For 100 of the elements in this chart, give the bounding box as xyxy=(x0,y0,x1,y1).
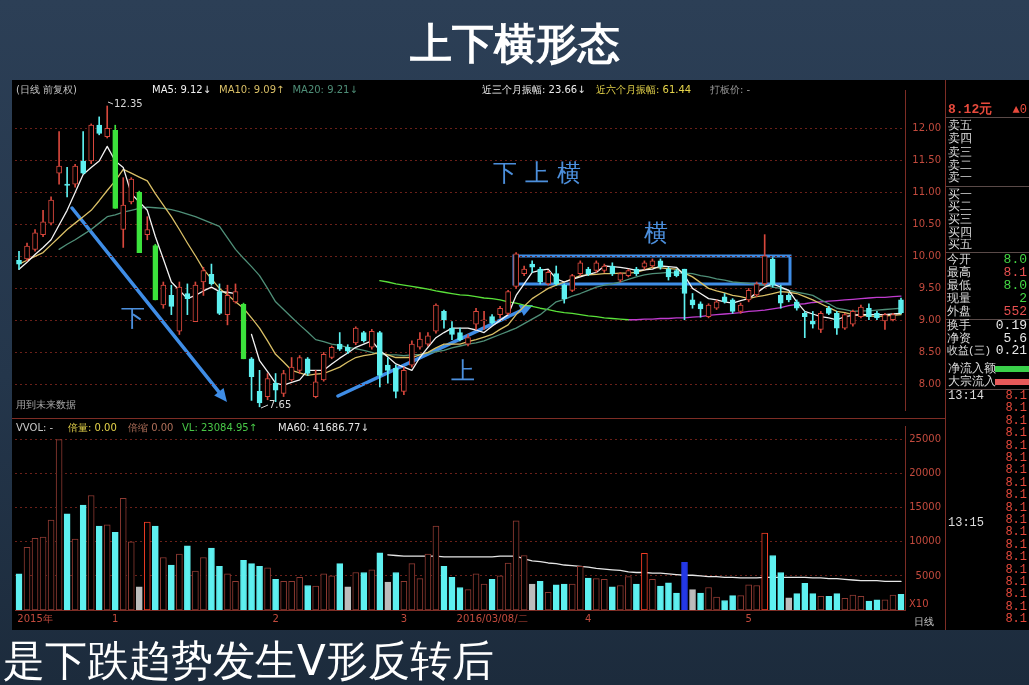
text: 今开 xyxy=(947,253,971,267)
text: 2 xyxy=(1019,291,1027,306)
text: 8.1 xyxy=(1005,488,1027,503)
x-tick-label: 3 xyxy=(400,612,408,624)
text: 收益(三) xyxy=(947,344,991,358)
annotation: 打板价: - xyxy=(709,83,751,95)
candlestick xyxy=(144,216,151,241)
text: 8.1 xyxy=(1005,451,1027,465)
candlestick xyxy=(481,311,487,330)
text: X10 xyxy=(909,597,929,609)
y-tick-label: 10.50 xyxy=(912,217,941,229)
bar xyxy=(809,593,817,610)
x-tick-label: 2015年 xyxy=(17,612,53,624)
bar xyxy=(785,597,793,610)
bar xyxy=(552,584,560,610)
text: 卖五 xyxy=(948,119,972,133)
bar xyxy=(216,566,223,610)
text: 8.1 xyxy=(1005,550,1027,565)
bar xyxy=(633,583,640,610)
text: 8.0 xyxy=(1003,278,1027,293)
bar xyxy=(584,577,592,610)
annotation: VVOL: - xyxy=(16,421,54,433)
annotation: 下 xyxy=(121,304,145,333)
text: 13:14 xyxy=(948,389,985,403)
chart-title: 上下横形态 xyxy=(408,18,621,70)
text: 8.1 xyxy=(1005,612,1027,627)
annotation: 倍量: 0.00 xyxy=(68,421,117,433)
bar xyxy=(135,586,143,610)
text: 8.1 xyxy=(1005,562,1027,577)
text: 买一 xyxy=(948,188,972,202)
text: MA20: 9.21↓ xyxy=(292,83,358,95)
y-tick-label: 11.50 xyxy=(912,153,941,165)
text: 是下跌趋势发生V形反转后 xyxy=(3,636,494,685)
bar xyxy=(111,531,119,610)
annotation: 12.35 xyxy=(114,97,143,109)
annotation: VL: 23084.95↑ xyxy=(182,421,258,433)
x-tick-label: 2016/03/08/二 xyxy=(456,612,528,624)
text: 0.19 xyxy=(995,318,1027,333)
annotation: 横 xyxy=(644,219,668,248)
text: 买四 xyxy=(948,226,972,240)
text: ▲0 xyxy=(1012,103,1027,117)
bar xyxy=(184,545,191,610)
annotation: 下 上 横 xyxy=(493,159,581,188)
bar xyxy=(609,586,616,610)
text: 8.1 xyxy=(1005,401,1027,416)
bar xyxy=(560,583,568,610)
bar xyxy=(793,593,801,610)
bar xyxy=(729,595,736,610)
candlestick xyxy=(385,357,391,384)
text: 卖二 xyxy=(948,159,972,173)
x-tick-label: 4 xyxy=(585,612,592,624)
bar xyxy=(272,579,279,610)
text: 8.1 xyxy=(1005,575,1027,589)
text: 卖四 xyxy=(948,132,972,146)
text: 买二 xyxy=(948,200,972,214)
text: 净流入额 xyxy=(948,362,996,376)
annotation: 7.65 xyxy=(269,398,292,410)
bar xyxy=(665,582,672,610)
y-tick-label: 12.00 xyxy=(912,121,941,133)
text: 8.1 xyxy=(1005,537,1027,552)
y-tick-label: 15000 xyxy=(909,501,941,513)
annotation: 上 xyxy=(451,357,475,386)
text: 8.1 xyxy=(1005,438,1027,453)
text: 8.1 xyxy=(1005,587,1027,602)
text: 日线 xyxy=(914,615,934,627)
text: 买五 xyxy=(948,238,972,252)
bar xyxy=(168,564,175,610)
bar xyxy=(344,586,352,610)
bar xyxy=(336,563,344,610)
text: 8.1 xyxy=(1005,463,1027,478)
bar xyxy=(208,547,215,610)
annotation: 近六个月振幅: 61.44 xyxy=(596,83,692,95)
text: 8.1 xyxy=(1003,265,1027,280)
text: 8.1 xyxy=(1005,475,1027,490)
bar xyxy=(376,552,384,610)
annotation: 近三个月振幅: 23.66↓ xyxy=(482,83,586,95)
bar xyxy=(825,596,833,610)
x-tick-label: 2 xyxy=(272,612,279,624)
text: 5.6 xyxy=(1003,331,1027,346)
bar xyxy=(697,592,704,610)
bar xyxy=(95,525,103,610)
annotation: (日线 前复权) xyxy=(16,83,78,95)
candlestick xyxy=(809,311,816,329)
y-tick-label: 9.50 xyxy=(918,281,941,293)
text: 13:15 xyxy=(948,516,985,530)
bar xyxy=(689,589,696,610)
text: 净资 xyxy=(947,332,971,346)
text: 8.0 xyxy=(1003,252,1027,267)
bar xyxy=(248,563,255,610)
bar xyxy=(801,583,809,610)
bar xyxy=(151,525,159,610)
text: 552 xyxy=(1003,304,1027,319)
text: 8.1 xyxy=(1005,525,1027,540)
y-tick-label: 10000 xyxy=(909,535,941,547)
text: 8.1 xyxy=(1005,599,1027,614)
bar xyxy=(681,561,688,610)
candlestick xyxy=(801,311,808,339)
text: 8.1 xyxy=(1005,413,1027,428)
text: MA10: 9.09↑ xyxy=(219,83,285,95)
text: 8.1 xyxy=(1005,513,1027,527)
